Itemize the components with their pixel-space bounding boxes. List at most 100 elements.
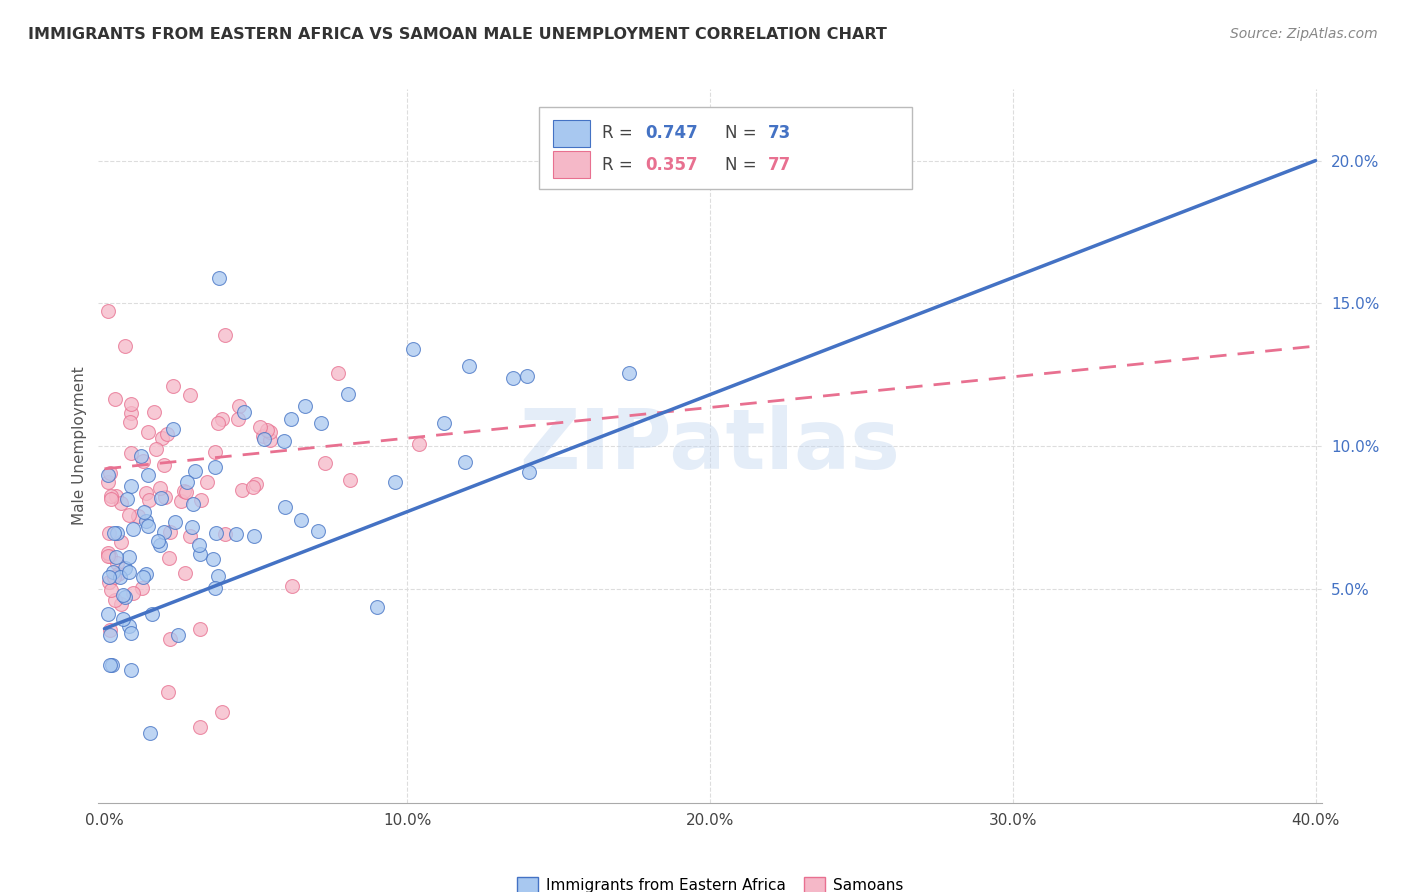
Point <box>162 422 184 436</box>
Point <box>149 538 172 552</box>
Point <box>188 538 211 552</box>
Point <box>204 581 226 595</box>
Point <box>132 570 155 584</box>
Point <box>156 685 179 699</box>
Point <box>274 500 297 515</box>
Point <box>100 582 122 597</box>
Legend: Immigrants from Eastern Africa, Samoans: Immigrants from Eastern Africa, Samoans <box>510 871 910 892</box>
Text: N =: N = <box>724 156 762 174</box>
Point <box>170 494 193 508</box>
Y-axis label: Male Unemployment: Male Unemployment <box>72 367 87 525</box>
Point <box>120 663 142 677</box>
Point <box>188 623 211 637</box>
Point <box>207 569 229 583</box>
Point <box>619 366 641 380</box>
Point <box>138 726 160 740</box>
Point <box>167 628 190 642</box>
Point <box>339 473 361 487</box>
Point <box>204 459 226 474</box>
Point <box>149 481 172 495</box>
Point <box>309 416 332 430</box>
Point <box>114 339 136 353</box>
Point <box>183 464 205 478</box>
Point <box>97 570 120 584</box>
Point <box>100 489 122 503</box>
Point <box>188 721 211 735</box>
Point <box>110 569 132 583</box>
Text: IMMIGRANTS FROM EASTERN AFRICA VS SAMOAN MALE UNEMPLOYMENT CORRELATION CHART: IMMIGRANTS FROM EASTERN AFRICA VS SAMOAN… <box>28 27 887 42</box>
Point <box>231 483 253 497</box>
Point <box>183 497 205 511</box>
Point <box>150 491 173 506</box>
Point <box>281 579 304 593</box>
Point <box>118 508 141 522</box>
Point <box>176 475 198 490</box>
Point <box>153 458 176 472</box>
Point <box>104 593 127 607</box>
Point <box>150 431 173 445</box>
Point <box>131 454 153 468</box>
Point <box>190 492 212 507</box>
Point <box>103 570 125 584</box>
Point <box>273 434 295 449</box>
Point <box>516 369 538 384</box>
Point <box>249 420 271 434</box>
Point <box>111 588 134 602</box>
Point <box>114 560 136 574</box>
Point <box>290 513 312 527</box>
Point <box>197 475 219 490</box>
Point <box>214 526 236 541</box>
Point <box>307 524 329 538</box>
Point <box>179 388 201 402</box>
Point <box>138 492 160 507</box>
Text: 0.357: 0.357 <box>645 156 697 174</box>
Point <box>366 599 388 614</box>
Point <box>111 612 134 626</box>
Point <box>118 549 141 564</box>
Point <box>156 426 179 441</box>
Point <box>96 607 118 622</box>
Point <box>136 425 159 440</box>
Point <box>100 492 122 507</box>
Text: 77: 77 <box>768 156 790 174</box>
Point <box>162 379 184 393</box>
Point <box>517 465 540 479</box>
Point <box>98 466 121 480</box>
Point <box>259 425 281 439</box>
Point <box>211 412 233 426</box>
Point <box>98 657 121 672</box>
Point <box>107 567 129 582</box>
Point <box>159 524 181 539</box>
Point <box>127 509 149 524</box>
Point <box>145 442 167 457</box>
Point <box>121 586 143 600</box>
Point <box>138 468 160 483</box>
Point <box>259 433 281 447</box>
Point <box>118 565 141 579</box>
Point <box>233 405 256 419</box>
Point <box>207 417 229 431</box>
Point <box>96 467 118 482</box>
Text: ZIPatlas: ZIPatlas <box>520 406 900 486</box>
Point <box>129 450 152 464</box>
Point <box>202 552 225 566</box>
FancyBboxPatch shape <box>554 152 591 178</box>
Point <box>153 524 176 539</box>
Point <box>337 387 360 401</box>
Point <box>134 485 156 500</box>
Text: R =: R = <box>602 125 638 143</box>
Point <box>135 566 157 581</box>
Point <box>245 477 267 491</box>
Point <box>103 525 125 540</box>
Point <box>314 456 336 470</box>
Point <box>122 522 145 536</box>
Point <box>211 705 233 719</box>
Point <box>114 591 136 605</box>
Point <box>105 489 128 503</box>
Point <box>294 399 316 413</box>
Point <box>226 412 249 426</box>
Point <box>96 304 118 318</box>
Point <box>98 623 121 637</box>
Point <box>138 519 160 533</box>
Point <box>173 484 195 499</box>
